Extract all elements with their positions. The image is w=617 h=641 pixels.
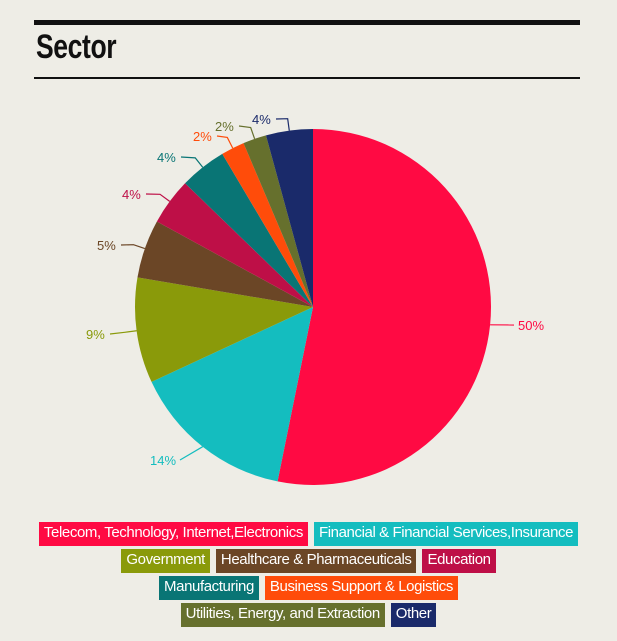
slice-percent-label: 2% [215,119,234,134]
slice-percent-label: 50% [518,318,544,333]
legend-item-utilities: Utilities, Energy, and Extraction [180,603,385,627]
title-rule-bottom [34,77,580,79]
chart-title: Sector [36,28,117,66]
legend-item-healthcare: Healthcare & Pharmaceuticals [215,549,417,573]
pie-slice [185,153,313,307]
legend-item-education: Education [422,549,496,573]
pie-slice [277,129,491,485]
leader-line [275,118,290,131]
legend-item-business-support: Business Support & Logistics [264,576,458,600]
title-rule-top [34,20,580,25]
slice-percent-label: 4% [157,150,176,165]
pie-slice [151,307,313,482]
pie-slice [134,277,313,382]
leader-line [145,193,171,202]
slice-percent-label: 9% [86,327,105,342]
pie-slice [243,135,313,307]
leader-line [238,125,256,140]
legend-row: Government Healthcare & Pharmaceuticals … [121,549,496,573]
legend-item-other: Other [390,603,437,627]
legend: Telecom, Technology, Internet,Electronic… [0,522,617,627]
leader-line [180,156,204,168]
pie-chart: 50% 14% 9% 5% 4% 4% 2%2% 4% [86,112,544,485]
legend-item-manufacturing: Manufacturing [159,576,259,600]
legend-item-financial: Financial & Financial Services,Insurance [313,522,579,546]
legend-item-telecom: Telecom, Technology, Internet,Electronic… [38,522,308,546]
legend-item-government: Government [121,549,210,573]
legend-row: Utilities, Energy, and Extraction Other [180,603,437,627]
leader-line [109,330,137,335]
slice-percent-label: 4% [252,112,271,127]
pie-slice [222,143,313,307]
legend-row: Telecom, Technology, Internet,Electronic… [38,522,579,546]
legend-row: Manufacturing Business Support & Logisti… [159,576,458,600]
slice-percent-label: 5% [97,238,116,253]
slice-percent-label: 14% [150,453,176,468]
pie-slice [265,129,313,307]
leader-line [179,446,203,461]
slice-percent-label: 4% [122,187,141,202]
pie-slice [156,183,313,307]
pie-slice [137,221,313,307]
leader-line [120,244,146,250]
slice-percent-label: 2% [193,129,212,144]
leader-line [216,135,234,149]
